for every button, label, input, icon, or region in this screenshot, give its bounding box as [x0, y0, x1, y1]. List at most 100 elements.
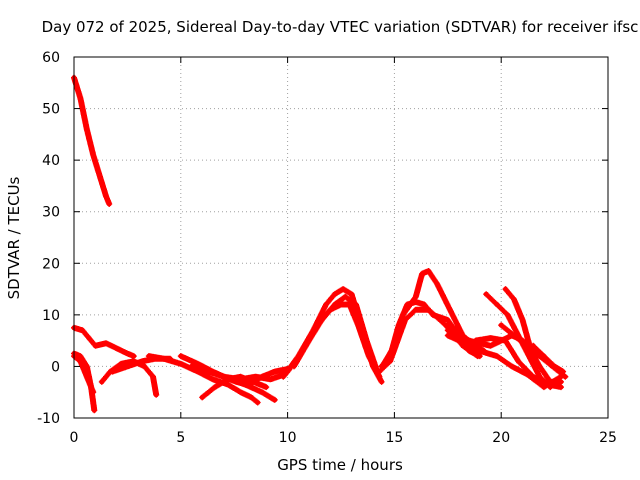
data-point [387, 358, 393, 364]
data-point [142, 363, 147, 369]
data-point [332, 291, 338, 297]
x-tick-label: 25 [599, 430, 617, 446]
data-point [246, 382, 252, 387]
y-tick-label: -10 [37, 411, 60, 427]
data-point [483, 291, 489, 297]
y-tick-label: 30 [42, 205, 60, 221]
data-point [419, 271, 425, 277]
data-point [189, 363, 194, 369]
data-point [488, 335, 493, 341]
data-point [319, 317, 325, 323]
data-point [445, 327, 451, 333]
y-tick-label: 50 [42, 102, 60, 118]
data-point [560, 369, 566, 375]
data-point [131, 353, 137, 359]
data-point [323, 302, 329, 307]
data-point [400, 312, 406, 318]
data-point [210, 376, 216, 382]
data-point [255, 400, 261, 405]
data-point [552, 363, 558, 369]
data-point [515, 358, 521, 364]
data-point [268, 376, 273, 382]
data-point [342, 294, 348, 300]
data-point [498, 322, 504, 328]
data-point [541, 353, 547, 359]
data-point [524, 371, 530, 377]
data-point [103, 193, 109, 199]
data-point [153, 392, 159, 398]
data-point [402, 317, 408, 323]
data-point [199, 394, 205, 400]
data-point [520, 317, 526, 323]
marker-trail [280, 286, 385, 385]
data-point [238, 389, 244, 395]
data-point [426, 268, 432, 274]
y-tick-label: 0 [51, 359, 60, 375]
series-arc-hump-1 [280, 286, 385, 385]
data-point [511, 296, 517, 302]
data-point [526, 353, 532, 359]
data-point [376, 369, 382, 375]
series-arc-hump-3 [291, 293, 381, 375]
series-arc-steep-descent [71, 74, 113, 207]
data-point [503, 338, 508, 344]
data-point [364, 338, 370, 344]
data-point [332, 302, 338, 307]
data-point [178, 361, 184, 367]
data-point [90, 152, 96, 158]
data-point [445, 333, 451, 338]
data-point [259, 389, 265, 395]
plot-frame [73, 56, 609, 419]
data-point [426, 307, 432, 313]
data-point [434, 281, 440, 287]
marker-trail [71, 350, 98, 414]
data-point [124, 351, 130, 356]
data-point [238, 376, 244, 382]
data-point [285, 369, 291, 375]
data-point [221, 374, 226, 380]
data-point [475, 353, 481, 359]
data-point [84, 126, 90, 132]
data-point [413, 294, 419, 300]
data-point [445, 317, 451, 323]
y-tick-label: 40 [42, 153, 60, 169]
data-point [379, 379, 385, 385]
data-point [263, 384, 269, 390]
data-point [562, 374, 568, 380]
data-point [206, 369, 212, 375]
data-point [118, 361, 124, 367]
data-point [494, 353, 500, 359]
data-point [272, 397, 278, 403]
data-point [161, 356, 167, 362]
data-point [91, 407, 97, 413]
x-tick-label: 5 [176, 430, 185, 446]
data-point [524, 343, 530, 349]
series-arc-late-4 [472, 335, 564, 391]
data-point [447, 307, 453, 313]
x-tick-label: 10 [279, 430, 297, 446]
data-point [541, 384, 547, 390]
axes: 0 5 10 15 20 25 -10 0 10 20 30 40 50 60 [37, 50, 617, 446]
series-arc-late-7 [530, 342, 567, 375]
data-point [82, 369, 88, 375]
data-point [253, 374, 259, 380]
data-point [340, 286, 346, 292]
data-point [150, 374, 156, 380]
grid-lines [74, 57, 608, 418]
data-point [530, 343, 536, 349]
data-point [212, 384, 218, 390]
data-point [248, 394, 254, 400]
data-point [503, 286, 508, 292]
data-point [106, 201, 112, 207]
data-point [421, 302, 427, 307]
data-point [462, 340, 468, 346]
data-point [376, 374, 382, 380]
series-arc-start-7 [71, 324, 137, 360]
y-tick-label: 10 [42, 308, 60, 324]
series-arc-start-2a [71, 350, 98, 414]
data-point [114, 345, 120, 351]
data-point [511, 333, 517, 338]
data-point [505, 312, 511, 318]
data-point [349, 291, 355, 297]
